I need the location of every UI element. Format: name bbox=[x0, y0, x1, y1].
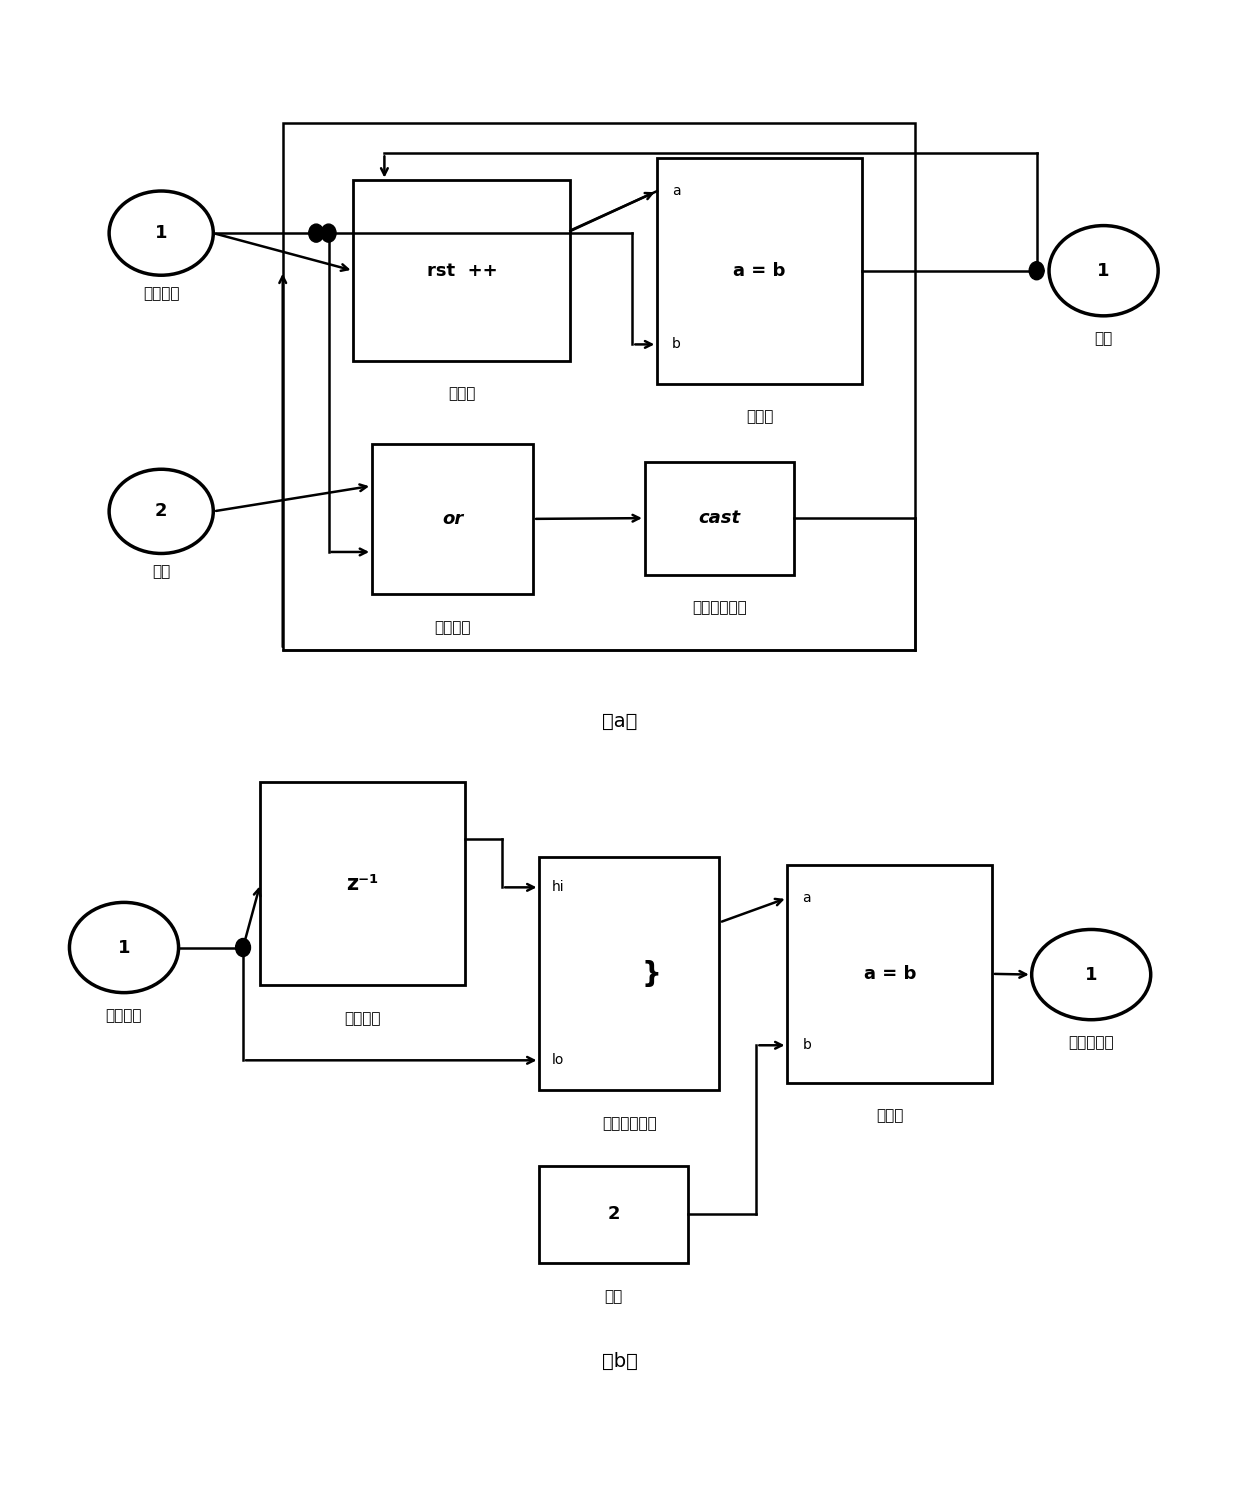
Text: 累加器: 累加器 bbox=[448, 387, 476, 402]
Text: 常数: 常数 bbox=[605, 1289, 622, 1304]
Ellipse shape bbox=[1049, 226, 1158, 316]
Circle shape bbox=[1029, 262, 1044, 280]
Text: 比较器: 比较器 bbox=[875, 1108, 904, 1123]
Bar bbox=[372, 444, 533, 594]
Text: 逻辑或门: 逻辑或门 bbox=[434, 620, 471, 635]
Text: 数据拼接模块: 数据拼接模块 bbox=[601, 1116, 657, 1131]
Bar bbox=[787, 865, 992, 1083]
Circle shape bbox=[236, 938, 250, 957]
Ellipse shape bbox=[1032, 929, 1151, 1020]
Circle shape bbox=[321, 224, 336, 242]
Text: b: b bbox=[672, 337, 681, 352]
Text: hi: hi bbox=[552, 880, 564, 895]
Text: rst  ++: rst ++ bbox=[427, 262, 497, 280]
Text: 使能: 使能 bbox=[1095, 331, 1112, 346]
Text: 包络输入: 包络输入 bbox=[105, 1008, 143, 1023]
Text: 1: 1 bbox=[155, 224, 167, 242]
Bar bbox=[539, 1166, 688, 1263]
Text: 1: 1 bbox=[118, 938, 130, 957]
Bar bbox=[657, 158, 862, 384]
Text: 比较器: 比较器 bbox=[745, 409, 774, 424]
Text: b: b bbox=[802, 1038, 811, 1053]
Text: lo: lo bbox=[552, 1053, 564, 1068]
Text: 信号类型转换: 信号类型转换 bbox=[692, 600, 746, 615]
Circle shape bbox=[309, 224, 324, 242]
Ellipse shape bbox=[109, 469, 213, 553]
Bar bbox=[645, 462, 794, 575]
Text: a: a bbox=[802, 890, 811, 905]
Text: }: } bbox=[641, 960, 661, 988]
Ellipse shape bbox=[109, 191, 213, 275]
Text: 输出标志位: 输出标志位 bbox=[1069, 1035, 1114, 1050]
Text: a = b: a = b bbox=[863, 966, 916, 982]
Text: （a）: （a） bbox=[603, 713, 637, 731]
Text: or: or bbox=[441, 510, 464, 528]
Text: 2: 2 bbox=[608, 1206, 620, 1223]
Text: a: a bbox=[672, 183, 681, 199]
Text: 复位: 复位 bbox=[153, 564, 170, 579]
Text: 1: 1 bbox=[1085, 966, 1097, 984]
Text: 延迟单元: 延迟单元 bbox=[345, 1011, 381, 1026]
Text: cast: cast bbox=[698, 510, 740, 526]
Text: 1: 1 bbox=[1097, 262, 1110, 280]
Text: a = b: a = b bbox=[733, 262, 786, 280]
Text: 2: 2 bbox=[155, 502, 167, 520]
Text: z⁻¹: z⁻¹ bbox=[346, 874, 379, 893]
Ellipse shape bbox=[69, 902, 179, 993]
Bar bbox=[283, 123, 915, 650]
Text: （b）: （b） bbox=[603, 1352, 637, 1370]
Bar bbox=[260, 782, 465, 985]
Text: 带宽设置: 带宽设置 bbox=[143, 286, 180, 301]
Bar bbox=[353, 180, 570, 361]
Bar bbox=[539, 857, 719, 1090]
